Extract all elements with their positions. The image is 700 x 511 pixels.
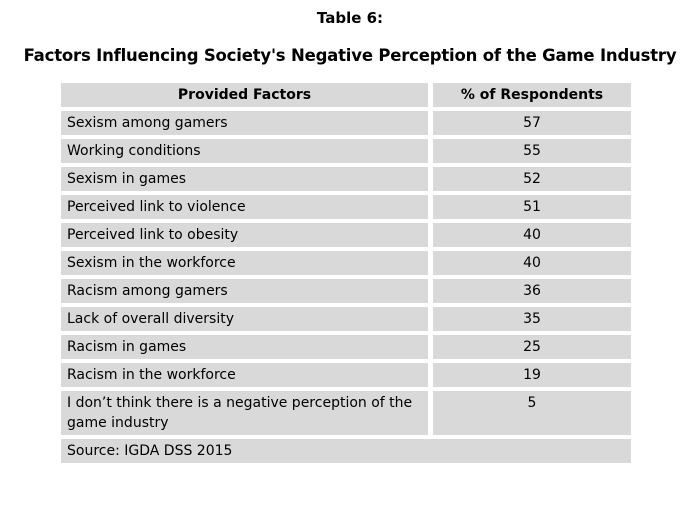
factor-cell: Sexism in games	[61, 167, 428, 191]
factor-cell: Perceived link to violence	[61, 195, 428, 219]
table-row: Lack of overall diversity 35	[61, 307, 631, 331]
factor-cell: Sexism among gamers	[61, 111, 428, 135]
data-table: Provided Factors % of Respondents Sexism…	[56, 79, 636, 467]
factor-cell: I don’t think there is a negative percep…	[61, 391, 428, 435]
value-cell: 51	[433, 195, 631, 219]
table-row: Racism among gamers 36	[61, 279, 631, 303]
value-cell: 40	[433, 223, 631, 247]
value-cell: 55	[433, 139, 631, 163]
column-header-provided-factors: Provided Factors	[61, 83, 428, 107]
value-cell: 36	[433, 279, 631, 303]
factor-cell: Working conditions	[61, 139, 428, 163]
table-row: Racism in the workforce 19	[61, 363, 631, 387]
table-number: Table 6:	[316, 9, 384, 27]
table-row: Working conditions 55	[61, 139, 631, 163]
table-row: Perceived link to violence 51	[61, 195, 631, 219]
value-cell: 25	[433, 335, 631, 359]
source-cell: Source: IGDA DSS 2015	[61, 439, 631, 463]
value-cell: 40	[433, 251, 631, 275]
table-row: Racism in games 25	[61, 335, 631, 359]
header-row: Provided Factors % of Respondents	[61, 83, 631, 107]
table-row: Sexism in games 52	[61, 167, 631, 191]
table-row: I don’t think there is a negative percep…	[61, 391, 631, 435]
value-cell: 57	[433, 111, 631, 135]
value-cell: 52	[433, 167, 631, 191]
factor-cell: Sexism in the workforce	[61, 251, 428, 275]
factor-cell: Racism in the workforce	[61, 363, 428, 387]
factor-cell: Lack of overall diversity	[61, 307, 428, 331]
factor-cell: Racism among gamers	[61, 279, 428, 303]
factor-cell: Perceived link to obesity	[61, 223, 428, 247]
value-cell: 19	[433, 363, 631, 387]
table-row: Sexism in the workforce 40	[61, 251, 631, 275]
value-cell: 35	[433, 307, 631, 331]
source-row: Source: IGDA DSS 2015	[61, 439, 631, 463]
factor-cell: Racism in games	[61, 335, 428, 359]
table-row: Sexism among gamers 57	[61, 111, 631, 135]
column-header-percent-respondents: % of Respondents	[433, 83, 631, 107]
value-cell: 5	[433, 391, 631, 435]
table-row: Perceived link to obesity 40	[61, 223, 631, 247]
table-title: Factors Influencing Society's Negative P…	[23, 46, 677, 65]
